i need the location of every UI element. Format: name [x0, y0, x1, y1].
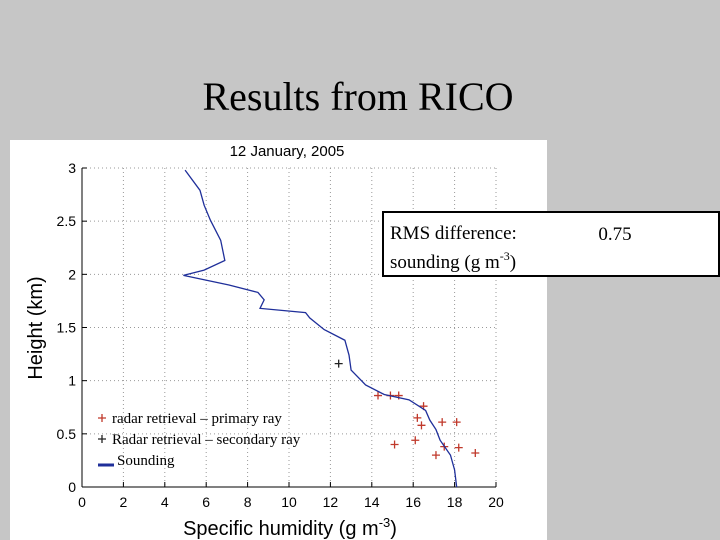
rms-line2-text: sounding (g m	[390, 252, 500, 273]
plus-marker	[334, 359, 343, 368]
rms-box	[382, 211, 720, 277]
x-tick-label: 10	[281, 494, 297, 510]
sounding-line	[183, 169, 458, 488]
y-tick-label: 1	[68, 373, 76, 389]
plus-marker	[98, 435, 106, 443]
plus-marker	[374, 391, 383, 400]
legend-label: radar retrieval – primary ray	[112, 411, 282, 427]
x-axis-label-sup: -3	[379, 515, 391, 530]
rms-line2-sup: -3	[500, 249, 510, 263]
plus-marker	[431, 451, 440, 460]
y-tick-label: 0	[68, 479, 76, 495]
x-axis-label-text: Specific humidity (g m	[183, 518, 379, 540]
chart-panel	[10, 140, 547, 540]
x-tick-label: 8	[244, 494, 252, 510]
x-axis-label: Specific humidity (g m-3)	[183, 515, 397, 540]
rms-line1: RMS difference:	[390, 223, 517, 244]
x-axis-label-end: )	[390, 518, 397, 540]
x-tick-label: 12	[323, 494, 339, 510]
legend-label: Sounding	[117, 453, 175, 469]
y-tick-label: 0.5	[57, 426, 77, 442]
plus-marker	[413, 413, 422, 422]
x-tick-label: 14	[364, 494, 380, 510]
plus-marker	[454, 443, 463, 452]
y-axis-label: Height (km)	[25, 276, 47, 379]
y-tick-label: 2	[68, 266, 76, 282]
chart-title: 12 January, 2005	[230, 143, 345, 160]
plus-marker	[411, 436, 420, 445]
plus-marker	[438, 418, 447, 427]
legend-label: Radar retrieval – secondary ray	[112, 432, 301, 448]
plus-marker	[452, 418, 461, 427]
slide-title: Results from RICO	[202, 74, 513, 119]
y-tick-label: 3	[68, 160, 76, 176]
x-tick-label: 18	[447, 494, 463, 510]
x-tick-label: 0	[78, 494, 86, 510]
y-tick-label: 2.5	[57, 213, 77, 229]
plus-marker	[471, 448, 480, 457]
x-tick-label: 6	[202, 494, 210, 510]
rms-value: 0.75	[598, 224, 631, 245]
x-tick-label: 16	[405, 494, 421, 510]
rms-line2: sounding (g m-3)	[390, 249, 516, 273]
rms-line2-end: )	[510, 252, 516, 273]
y-tick-label: 1.5	[57, 320, 77, 336]
x-tick-label: 20	[488, 494, 504, 510]
plus-marker	[390, 440, 399, 449]
plus-marker	[417, 421, 426, 430]
x-tick-label: 2	[120, 494, 128, 510]
x-tick-label: 4	[161, 494, 169, 510]
plus-marker	[98, 414, 106, 422]
